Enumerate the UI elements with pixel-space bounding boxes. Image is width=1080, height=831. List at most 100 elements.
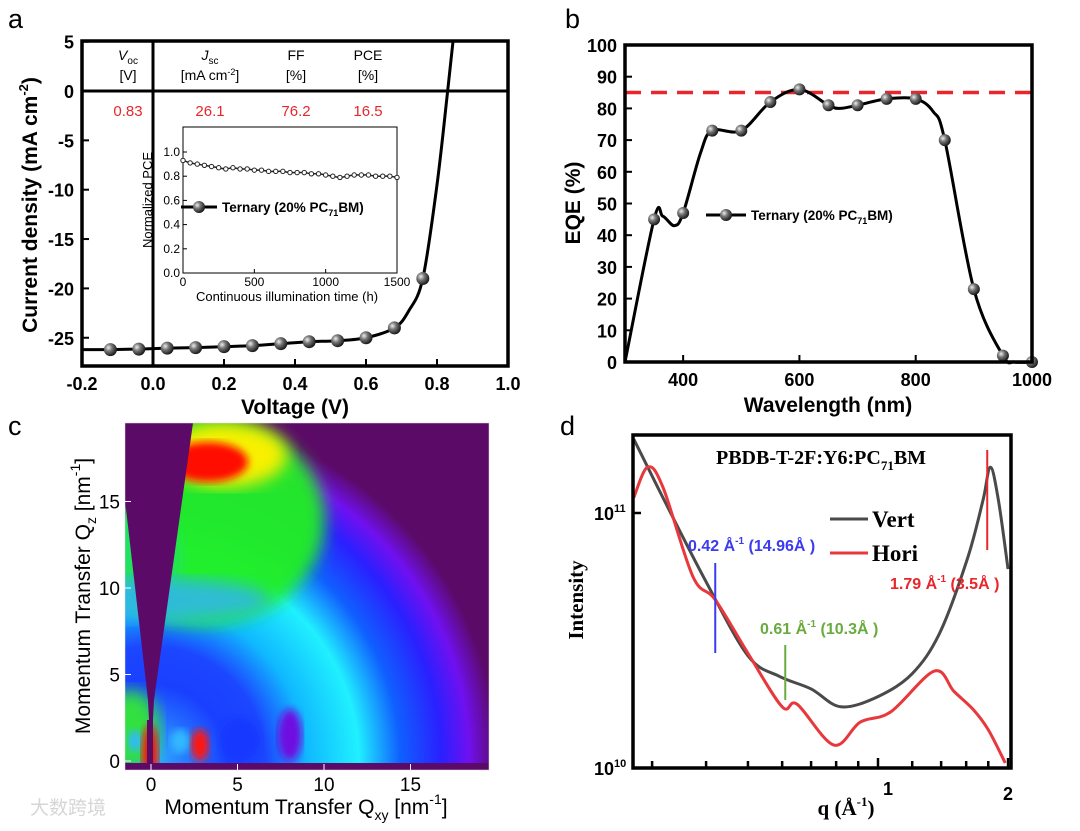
eqe-marker [909,92,922,105]
stability-marker [201,162,208,169]
y-tick-label-a: 5 [64,33,74,53]
x-tick-label-c: 0 [146,775,157,796]
peak-annotation-end: (14.96Å ) [744,536,815,555]
stability-marker [187,160,193,166]
peak-annotation-sup: -1 [735,536,744,547]
eqe-marker [793,83,806,96]
stability-marker [315,171,322,177]
y-tick-label-a: -5 [58,131,74,151]
x-tick-label-c: 10 [313,775,334,796]
x-axis-title-d: q (Å-1) [818,794,875,820]
stability-marker [294,169,300,176]
stability-marker [215,165,222,171]
jv-marker [416,272,430,286]
x-axis-title-b: Wavelength (nm) [744,394,912,417]
inset-x-tick-label: 1500 [384,275,411,289]
inset-frame [182,126,398,274]
table-value: 0.83 [113,103,142,120]
table-header-name: J [201,47,210,63]
stability-marker [358,172,365,178]
y-tick-label-c: 0 [109,752,120,773]
inset-x-title: Continuous illumination time (h) [196,289,378,304]
eqe-marker [764,96,777,109]
table-value: 76.2 [281,103,310,120]
x-tick-label-a: 0.4 [282,374,307,394]
stability-marker [208,163,215,170]
y-tick-exp: 10 [614,758,626,770]
jv-marker [160,341,174,355]
x-tick-label-a: 0.6 [353,374,378,394]
y-tick-label-b: 100 [587,36,617,56]
inset-y-tick-label: 0.6 [163,193,180,207]
intensity-curve-vert [633,438,1010,709]
legend-label-hori: Hori [872,541,919,566]
x-tick-label-a: 1.0 [495,374,520,394]
y-tick-label-c: 15 [99,493,120,514]
inset-y-tick-label: 0.2 [163,242,180,256]
y-tick-label-a: -10 [48,181,74,201]
peak-annotation: 0.42 Å-1 (14.96Å ) [688,536,815,555]
table-value: 26.1 [195,103,224,120]
x-tick-label-b: 600 [784,370,814,390]
x-tick-label-b: 400 [668,370,698,390]
x-tick-label-a: 0.2 [211,374,236,394]
stability-marker [273,168,279,175]
y-tick-label-b: 80 [597,99,617,119]
eqe-curve [623,87,1033,365]
table-header-sub: sc [209,56,219,67]
inset-x-tick-label: 1000 [312,275,339,289]
y-tick-label-a: 0 [64,82,74,102]
y-tick-label-d: 1010 [594,758,626,779]
eqe-marker [967,283,980,296]
jv-marker [189,341,203,355]
stability-inset: 0 500 1000 1500 0.0 0.2 0.4 0.6 0.8 1.0 Continuou… [140,126,411,304]
y-axis-title-a: Current density (mA cm-2) [16,77,42,333]
y-tick-label-a: -20 [48,279,74,299]
y-tick-label-b: 20 [597,290,617,310]
x-axis-title-c: Momentum Transfer Qxy [nm-1] [164,791,447,823]
heatmap-image [125,423,489,770]
inset-y-tick-label: 0.0 [163,266,180,280]
legend-marker-b [720,209,732,221]
eqe-chart: 400 600 800 1000 0 10 20 30 40 50 60 70 80 90 100 EQE … [562,36,1052,417]
jv-marker [302,335,316,349]
table-header-name: FF [287,47,304,63]
y-tick-label-b: 50 [597,195,617,215]
watermark: 大数跨境 [30,797,106,819]
panel-label-c: c [8,411,22,441]
y-tick-label-d: 1011 [594,503,626,524]
y-axis-title-b: EQE (%) [562,162,585,245]
jv-marker [331,334,345,348]
table-header: PCE [354,47,383,63]
stability-marker [180,157,186,164]
stability-marker [258,167,265,173]
y-tick-label-b: 90 [597,68,617,88]
jv-marker [132,342,146,356]
table-header: Voc [118,47,138,67]
stability-marker [251,167,258,173]
legend-label-a: Ternary (20% PC71BM) [222,200,364,218]
peak-annotation-sup: -1 [807,619,816,630]
chart-title-d: PBDB-T-2F:Y6:PC71BM [716,447,926,473]
legend-label-b: Ternary (20% PC71BM) [751,208,893,226]
eqe-marker [706,124,719,137]
stability-marker [223,166,229,172]
parameters-table: Voc[V] 0.83 Jsc[mA cm-2] 26.1 FF [%] 76.2 PCE [%… [113,47,382,120]
y-tick-label-b: 60 [597,163,617,183]
inset-y-tick-label: 0.4 [163,218,180,232]
x-tick-label-c: 5 [232,775,243,796]
stability-marker [301,169,307,176]
inset-y-title: Normalized PCE [140,152,155,248]
intensity-curve-hori [633,465,1007,764]
jv-marker [217,340,231,354]
x-axis-title-a: Voltage (V) [241,396,349,419]
eqe-marker [880,92,893,105]
table-unit-text: [%] [286,67,306,83]
table-unit-sup: -2 [227,67,235,77]
table-header: FF [287,47,304,63]
stability-marker [308,171,315,177]
table-unit: [mA cm-2] [181,67,240,83]
x-tick-label-b: 1000 [1012,370,1052,390]
plot-frame-c [124,422,490,771]
stability-marker [287,169,293,176]
